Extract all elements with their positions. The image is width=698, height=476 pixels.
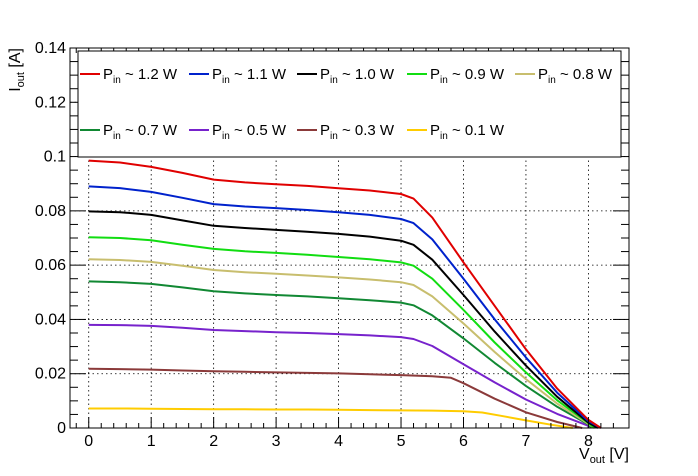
x-tick-label: 2 xyxy=(209,433,218,450)
legend-label-rest: ~ 1.2 W xyxy=(121,66,178,83)
legend-label-main: P xyxy=(103,66,113,83)
x-tick-label: 1 xyxy=(147,433,156,450)
x-tick-label: 5 xyxy=(397,433,406,450)
series-layer xyxy=(88,159,602,429)
legend-box xyxy=(77,50,622,158)
legend-label-main: P xyxy=(103,122,113,139)
legend-label-main: P xyxy=(320,122,330,139)
x-axis-title: Vout [V] xyxy=(579,446,629,466)
series-line xyxy=(88,185,602,429)
legend-label-main: P xyxy=(430,66,440,83)
series-line xyxy=(88,407,573,429)
legend-label: Pin ~ 0.1 W xyxy=(430,122,505,142)
y-axis-title-unit: [A] xyxy=(7,48,24,72)
legend-label-main: P xyxy=(212,66,222,83)
y-tick-label: 0 xyxy=(57,420,66,437)
tick-labels: 0 1 2 3 4 5 6 7 8 0 0.02 0.04 0.06 0.08 0.1 0.12 0.14 xyxy=(35,40,593,450)
series-line xyxy=(88,280,593,429)
x-tick-label: 0 xyxy=(84,433,93,450)
series-line xyxy=(88,323,590,428)
x-tick-label: 4 xyxy=(334,433,343,450)
y-axis-title-sub: out xyxy=(15,72,27,87)
legend: Pin ~ 1.2 W Pin ~ 1.1 W Pin ~ 1.0 W Pin ~ 0… xyxy=(77,50,622,158)
legend-label: Pin ~ 0.3 W xyxy=(320,122,395,142)
legend-label-rest: ~ 0.5 W xyxy=(230,122,287,139)
y-tick-label: 0.06 xyxy=(35,257,66,274)
y-tick-label: 0.1 xyxy=(44,149,66,166)
y-tick-label: 0.12 xyxy=(35,94,66,111)
legend-label-rest: ~ 0.1 W xyxy=(448,122,505,139)
legend-label: Pin ~ 0.7 W xyxy=(103,122,178,142)
legend-label-sub: in xyxy=(330,75,338,86)
legend-label-main: P xyxy=(320,66,330,83)
legend-label-sub: in xyxy=(222,131,230,142)
legend-label: Pin ~ 1.1 W xyxy=(212,66,287,86)
legend-label: Pin ~ 0.8 W xyxy=(538,66,613,86)
x-tick-label: 6 xyxy=(459,433,468,450)
y-tick-label: 0.14 xyxy=(35,40,66,57)
legend-entries: Pin ~ 1.2 W Pin ~ 1.1 W Pin ~ 1.0 W Pin ~ 0… xyxy=(80,66,613,142)
series-line xyxy=(88,159,602,429)
legend-label-sub: in xyxy=(330,131,338,142)
legend-label-rest: ~ 1.1 W xyxy=(230,66,287,83)
y-axis-title: Iout [A] xyxy=(7,48,27,92)
legend-label-rest: ~ 0.8 W xyxy=(556,66,613,83)
x-tick-label: 8 xyxy=(584,433,593,450)
legend-label: Pin ~ 1.2 W xyxy=(103,66,178,86)
legend-label: Pin ~ 1.0 W xyxy=(320,66,395,86)
legend-label-sub: in xyxy=(440,75,448,86)
y-axis-title-main: I xyxy=(7,87,24,91)
series-line xyxy=(88,258,596,429)
x-axis-title-unit: [V] xyxy=(605,446,629,463)
legend-label-rest: ~ 0.9 W xyxy=(448,66,505,83)
x-tick-label: 7 xyxy=(521,433,530,450)
series-line xyxy=(88,210,599,429)
series-line xyxy=(88,236,596,429)
x-axis-title-sub: out xyxy=(590,454,605,466)
legend-label-sub: in xyxy=(222,75,230,86)
legend-label-rest: ~ 0.3 W xyxy=(338,122,395,139)
legend-label-sub: in xyxy=(113,75,121,86)
y-tick-label: 0.04 xyxy=(35,311,66,328)
legend-label-sub: in xyxy=(548,75,556,86)
legend-label-rest: ~ 0.7 W xyxy=(121,122,178,139)
series-line xyxy=(88,367,583,429)
legend-label: Pin ~ 0.5 W xyxy=(212,122,287,142)
legend-label: Pin ~ 0.9 W xyxy=(430,66,505,86)
legend-label-sub: in xyxy=(440,131,448,142)
x-axis-title-main: V xyxy=(579,446,590,463)
legend-label-rest: ~ 1.0 W xyxy=(338,66,395,83)
legend-label-main: P xyxy=(430,122,440,139)
x-tick-label: 3 xyxy=(272,433,281,450)
legend-label-main: P xyxy=(538,66,548,83)
legend-label-main: P xyxy=(212,122,222,139)
legend-label-sub: in xyxy=(113,131,121,142)
y-tick-label: 0.02 xyxy=(35,366,66,383)
axis-ticks xyxy=(70,47,629,429)
y-tick-label: 0.08 xyxy=(35,203,66,220)
